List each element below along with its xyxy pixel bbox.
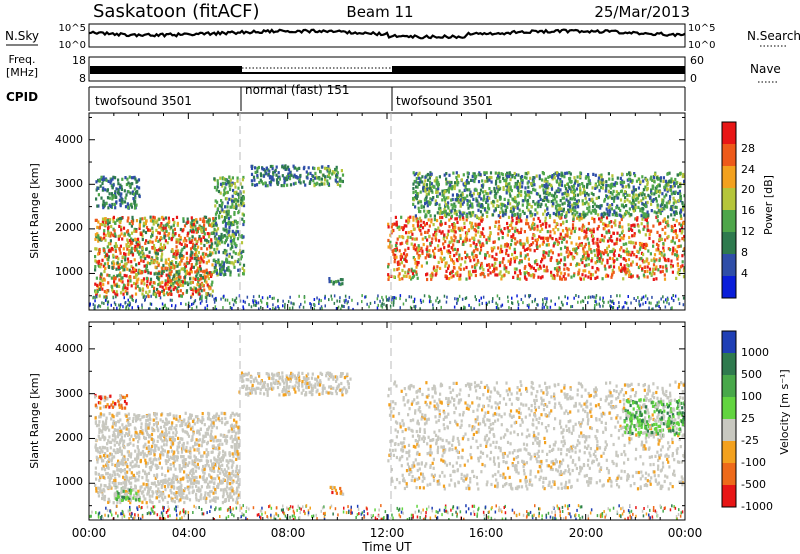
station-title: Saskatoon (fitACF): [93, 1, 260, 22]
velocity-ytick-4000: 4000: [55, 342, 83, 355]
velocity-cbar-tick-500: 500: [741, 368, 762, 381]
power-ytick-4000: 4000: [55, 133, 83, 146]
power-scatter: [89, 164, 685, 310]
freq-band-1: [90, 66, 242, 74]
velocity-cbar-tick-25: 25: [741, 412, 755, 425]
noise-panel-frame: [88, 23, 686, 48]
velocity-cbar-tick-100: 100: [741, 390, 762, 403]
velocity-ytick-1000: 1000: [55, 475, 83, 488]
velocity-cbar-tick-neg1000: -1000: [741, 500, 773, 513]
power-ytick-2000: 2000: [55, 221, 83, 234]
velocity-cbar-tick-neg100: -100: [741, 456, 766, 469]
velocity-ylabel: Slant Range [km]: [28, 373, 41, 469]
cpid-segment-1: twofsound 3501: [95, 94, 192, 108]
nave-label: Nave: [750, 62, 781, 76]
freq-label-bottom: [MHz]: [6, 66, 38, 79]
velocity-cbar-tick-1000: 1000: [741, 346, 769, 359]
power-colorbar: [721, 121, 737, 299]
freq-band-3: [392, 66, 685, 74]
xtick-0800: 08:00: [271, 526, 306, 540]
cpid-label: CPID: [6, 90, 38, 104]
velocity-colorbar: [721, 330, 737, 508]
velocity-ytick-3000: 3000: [55, 387, 83, 400]
date-title: 25/Mar/2013: [594, 3, 690, 21]
nave-tick-bottom: 0: [690, 72, 697, 85]
power-ylabel: Slant Range [km]: [28, 163, 41, 259]
power-cbar-tick-4: 4: [741, 267, 748, 280]
beam-title: Beam 11: [346, 3, 413, 21]
noise-line: [88, 28, 686, 40]
power-cbar-tick-8: 8: [741, 246, 748, 259]
xtick-1200: 12:00: [370, 526, 405, 540]
velocity-scatter: [89, 371, 685, 520]
power-cbar-tick-24: 24: [741, 163, 755, 176]
xtick-0000: 00:00: [72, 526, 107, 540]
cpid-segment-2: normal (fast) 151: [245, 83, 349, 97]
noise-left-tick-top: 10^5: [59, 23, 86, 34]
noise-sky-label: N.Sky: [5, 29, 39, 43]
power-cbar-tick-16: 16: [741, 204, 755, 217]
xtick-0400: 04:00: [172, 526, 207, 540]
noise-right-tick-bottom: 10^0: [688, 40, 715, 51]
power-ytick-1000: 1000: [55, 265, 83, 278]
power-axis-ticks: [88, 113, 686, 310]
freq-label-top: Freq.: [8, 53, 35, 66]
freq-tick-top: 18: [72, 54, 86, 67]
velocity-ytick-2000: 2000: [55, 431, 83, 444]
xtick-1600: 16:00: [469, 526, 504, 540]
power-cbar-label: Power [dB]: [762, 175, 775, 235]
power-cbar-tick-28: 28: [741, 142, 755, 155]
noise-search-label: N.Search: [747, 29, 800, 43]
velocity-axis-ticks: [88, 322, 686, 520]
power-cbar-tick-20: 20: [741, 183, 755, 196]
xtick-2400: 00:00: [668, 526, 703, 540]
freq-tick-bottom: 8: [79, 72, 86, 85]
xtick-2000: 20:00: [569, 526, 604, 540]
freq-band-2: [242, 72, 392, 74]
power-cbar-tick-12: 12: [741, 225, 755, 238]
power-ytick-3000: 3000: [55, 177, 83, 190]
velocity-cbar-tick-neg500: -500: [741, 478, 766, 491]
cpid-segment-3: twofsound 3501: [396, 94, 493, 108]
xlabel: Time UT: [361, 540, 412, 554]
velocity-cbar-label: Velocity [m s⁻¹]: [778, 369, 791, 454]
nave-tick-top: 60: [690, 54, 704, 67]
noise-left-tick-bottom: 10^0: [59, 40, 86, 51]
velocity-cbar-tick-neg25: -25: [741, 434, 759, 447]
noise-right-tick-top: 10^5: [688, 23, 715, 34]
